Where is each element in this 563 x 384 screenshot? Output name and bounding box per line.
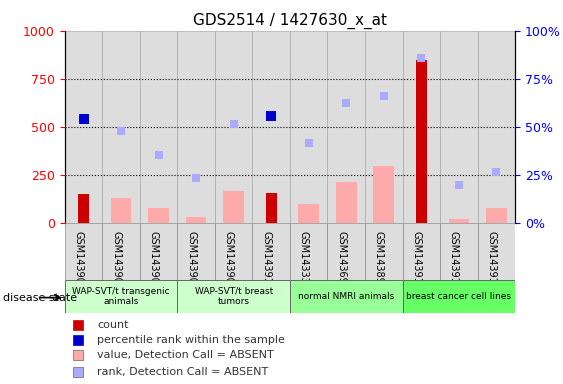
Text: rank, Detection Call = ABSENT: rank, Detection Call = ABSENT xyxy=(97,367,269,377)
Text: value, Detection Call = ABSENT: value, Detection Call = ABSENT xyxy=(97,350,274,360)
Bar xyxy=(78,194,89,223)
Bar xyxy=(477,31,515,223)
Bar xyxy=(328,31,365,223)
Bar xyxy=(336,182,356,223)
Bar xyxy=(290,31,328,223)
Bar xyxy=(290,223,328,280)
Bar xyxy=(403,31,440,223)
Bar xyxy=(252,223,290,280)
Bar xyxy=(140,223,177,280)
Text: GSM143697: GSM143697 xyxy=(336,231,346,290)
Text: GSM143903: GSM143903 xyxy=(74,231,83,290)
Bar xyxy=(177,280,290,313)
Text: GSM143916: GSM143916 xyxy=(486,231,497,290)
Title: GDS2514 / 1427630_x_at: GDS2514 / 1427630_x_at xyxy=(193,13,387,29)
Bar xyxy=(177,31,215,223)
Text: GSM143913: GSM143913 xyxy=(412,231,421,290)
Bar xyxy=(403,280,515,313)
Text: GSM143906: GSM143906 xyxy=(149,231,159,290)
Bar xyxy=(252,31,290,223)
Bar xyxy=(65,31,102,223)
Bar xyxy=(477,223,515,280)
Bar xyxy=(373,166,394,223)
Bar xyxy=(148,208,169,223)
Bar xyxy=(224,191,244,223)
Text: GSM143904: GSM143904 xyxy=(111,231,121,290)
Bar xyxy=(440,31,477,223)
Bar xyxy=(186,217,207,223)
Text: disease state: disease state xyxy=(3,293,77,303)
Bar xyxy=(102,31,140,223)
Bar xyxy=(486,208,507,223)
Bar xyxy=(290,280,403,313)
Text: percentile rank within the sample: percentile rank within the sample xyxy=(97,335,285,345)
Text: WAP-SVT/t breast
tumors: WAP-SVT/t breast tumors xyxy=(195,287,272,306)
Bar xyxy=(65,223,102,280)
Text: GSM143908: GSM143908 xyxy=(186,231,196,290)
Bar xyxy=(403,223,440,280)
Bar xyxy=(440,223,477,280)
Text: GSM143915: GSM143915 xyxy=(449,231,459,290)
Bar xyxy=(365,223,403,280)
Bar xyxy=(215,31,252,223)
Text: WAP-SVT/t transgenic
animals: WAP-SVT/t transgenic animals xyxy=(72,287,170,306)
Text: GSM143911: GSM143911 xyxy=(261,231,271,290)
Bar xyxy=(365,31,403,223)
Bar xyxy=(266,193,277,223)
Bar xyxy=(102,223,140,280)
Text: GSM143891: GSM143891 xyxy=(374,231,384,290)
Text: count: count xyxy=(97,319,128,330)
Bar xyxy=(111,198,131,223)
Text: GSM143330: GSM143330 xyxy=(299,231,309,290)
Bar xyxy=(140,31,177,223)
Bar xyxy=(215,223,252,280)
Bar xyxy=(177,223,215,280)
Bar xyxy=(298,204,319,223)
Text: GSM143909: GSM143909 xyxy=(224,231,234,290)
Bar xyxy=(65,280,177,313)
Bar xyxy=(328,223,365,280)
Text: breast cancer cell lines: breast cancer cell lines xyxy=(406,292,511,301)
Bar xyxy=(449,219,469,223)
Bar xyxy=(415,60,427,223)
Text: normal NMRI animals: normal NMRI animals xyxy=(298,292,394,301)
